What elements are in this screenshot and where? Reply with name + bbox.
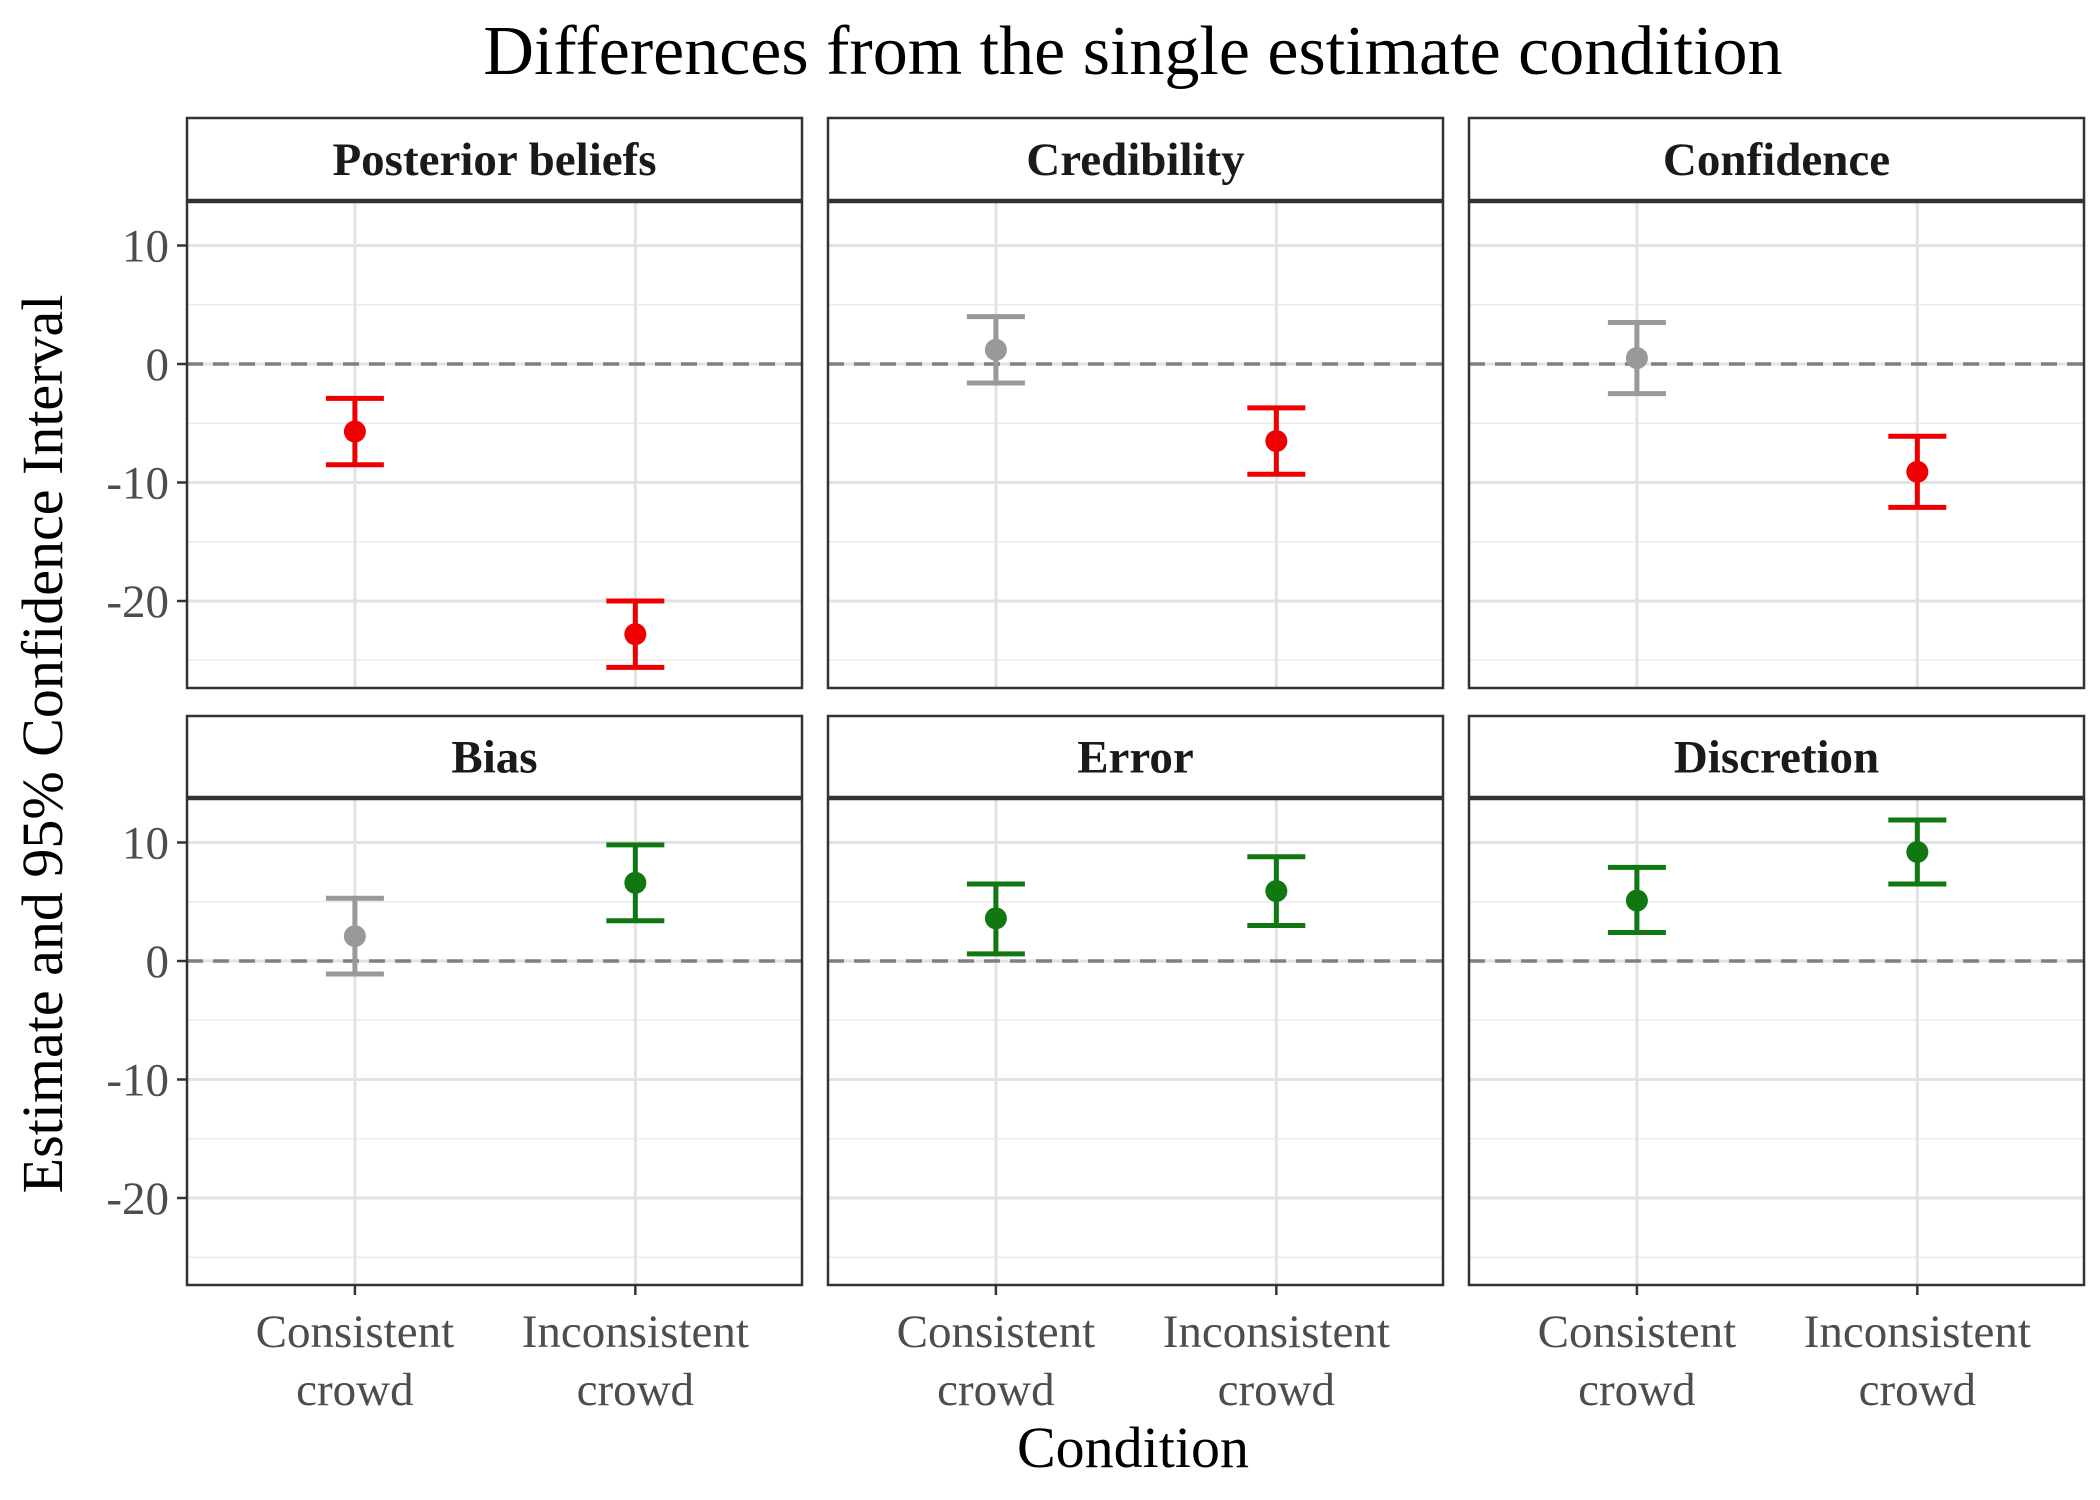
- panel-border: [185, 200, 804, 690]
- x-tick-label-line: crowd: [296, 1364, 413, 1416]
- x-tick-label-line: Inconsistent: [522, 1306, 749, 1358]
- plot-background: [187, 202, 802, 688]
- estimate-point: [1906, 840, 1929, 863]
- x-tick-label-line: crowd: [1859, 1364, 1976, 1416]
- errorbar: [606, 598, 665, 670]
- plot-background: [828, 799, 1443, 1285]
- y-axis-title: Estimate and 95% Confidence Interval: [10, 295, 75, 1194]
- x-tick-label-line: crowd: [937, 1364, 1054, 1416]
- estimate-point: [624, 623, 647, 646]
- y-tick-label: -20: [106, 576, 169, 628]
- errorbar: [1607, 320, 1666, 397]
- strip-box: [826, 714, 1445, 799]
- estimate-point: [1265, 880, 1288, 903]
- errorbar: [1247, 405, 1306, 477]
- plot-background: [1469, 202, 2084, 688]
- estimate-point: [624, 871, 647, 894]
- errorbar: [966, 881, 1025, 957]
- errorbar: [325, 395, 384, 468]
- x-tick-label: Inconsistent crowd: [1804, 1306, 2031, 1416]
- errorbar: [966, 314, 1025, 386]
- x-tick-label-line: crowd: [577, 1364, 694, 1416]
- facet-panels: Posterior beliefs 10 0 -10 -20 Credibility Con…: [106, 116, 2086, 1416]
- x-tick-label: Inconsistent crowd: [522, 1306, 749, 1416]
- errorbar: [325, 895, 384, 977]
- strip-label: Error: [1077, 732, 1194, 784]
- x-tick-label-line: Inconsistent: [1163, 1306, 1390, 1358]
- panel-border: [826, 797, 1445, 1287]
- errorbar: [1888, 817, 1947, 887]
- y-tick-label: -10: [106, 1055, 169, 1107]
- panel-border: [1467, 797, 2086, 1287]
- y-tick-label: 10: [122, 818, 169, 870]
- estimate-point: [984, 338, 1007, 361]
- x-tick-label-line: crowd: [1218, 1364, 1335, 1416]
- strip-box: [1467, 714, 2086, 799]
- y-tick-label: 0: [146, 339, 170, 391]
- strip-label: Confidence: [1663, 134, 1890, 186]
- x-tick-label-line: crowd: [1578, 1364, 1695, 1416]
- y-tick-label: 10: [122, 221, 169, 273]
- chart-title: Differences from the single estimate con…: [483, 13, 1782, 90]
- estimate-point: [1906, 460, 1929, 483]
- panel-confidence: Confidence: [1467, 116, 2086, 690]
- strip-box: [185, 116, 804, 202]
- y-tick-label: -10: [106, 458, 169, 510]
- strip-box: [185, 714, 804, 799]
- panel-discretion: Discretion Consistent crowd Inconsistent cro…: [1467, 714, 2086, 1416]
- panel-credibility: Credibility: [826, 116, 1445, 690]
- plot-background: [828, 202, 1443, 688]
- errorbar: [1247, 854, 1306, 928]
- x-tick-label: Consistent crowd: [1538, 1306, 1736, 1416]
- estimate-point: [1625, 347, 1648, 370]
- y-tick-label: 0: [146, 936, 170, 988]
- x-tick-label: Inconsistent crowd: [1163, 1306, 1390, 1416]
- estimate-point: [1625, 889, 1648, 912]
- panel-error: Error Consistent crowd Inconsistent crowd: [826, 714, 1445, 1416]
- errorbar: [606, 842, 665, 924]
- errorbar: [1607, 864, 1666, 936]
- strip-box: [826, 116, 1445, 202]
- panel-border: [185, 797, 804, 1287]
- x-tick-label-line: Consistent: [1538, 1306, 1736, 1358]
- estimate-point: [984, 907, 1007, 930]
- y-tick-label: -20: [106, 1173, 169, 1225]
- strip-label: Posterior beliefs: [332, 134, 656, 186]
- plot-background: [187, 799, 802, 1285]
- x-tick-label: Consistent crowd: [897, 1306, 1095, 1416]
- errorbar: [1888, 433, 1947, 510]
- estimate-point: [343, 925, 366, 948]
- strip-label: Credibility: [1026, 134, 1245, 186]
- estimate-point: [343, 420, 366, 443]
- x-axis-title: Condition: [1017, 1415, 1249, 1480]
- strip-label: Bias: [451, 732, 537, 784]
- strip-label: Discretion: [1674, 732, 1879, 784]
- x-tick-label-line: Inconsistent: [1804, 1306, 2031, 1358]
- x-tick-label-line: Consistent: [256, 1306, 454, 1358]
- panel-posterior-beliefs: Posterior beliefs 10 0 -10 -20: [106, 116, 804, 690]
- panel-border: [1467, 200, 2086, 690]
- x-tick-label: Consistent crowd: [256, 1306, 454, 1416]
- strip-box: [1467, 116, 2086, 202]
- plot-background: [1469, 799, 2084, 1285]
- panel-border: [826, 200, 1445, 690]
- x-tick-label-line: Consistent: [897, 1306, 1095, 1358]
- estimate-point: [1265, 430, 1288, 453]
